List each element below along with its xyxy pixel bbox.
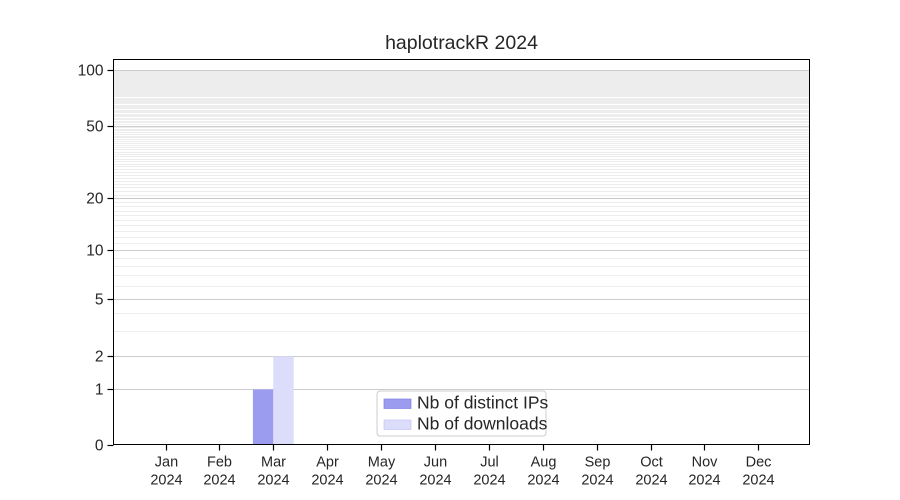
svg-text:haplotrackR 2024: haplotrackR 2024 xyxy=(385,32,538,54)
svg-text:Mar: Mar xyxy=(261,455,286,471)
svg-text:2024: 2024 xyxy=(527,473,559,489)
svg-text:2: 2 xyxy=(95,349,104,366)
svg-text:Nb of distinct IPs: Nb of distinct IPs xyxy=(417,393,549,413)
svg-text:1: 1 xyxy=(95,382,104,399)
svg-text:May: May xyxy=(368,455,396,471)
svg-text:Nov: Nov xyxy=(692,455,719,471)
svg-text:Nb of downloads: Nb of downloads xyxy=(417,414,548,434)
svg-text:2024: 2024 xyxy=(203,473,235,489)
svg-text:2024: 2024 xyxy=(688,473,720,489)
svg-text:2024: 2024 xyxy=(635,473,667,489)
svg-text:Jul: Jul xyxy=(480,455,499,471)
svg-text:Sep: Sep xyxy=(585,455,611,471)
svg-text:Feb: Feb xyxy=(207,455,232,471)
svg-text:2024: 2024 xyxy=(473,473,505,489)
svg-text:Jun: Jun xyxy=(424,455,447,471)
svg-text:0: 0 xyxy=(95,438,104,455)
svg-text:Apr: Apr xyxy=(316,455,339,471)
svg-text:2024: 2024 xyxy=(311,473,343,489)
svg-text:Oct: Oct xyxy=(640,455,663,471)
svg-text:2024: 2024 xyxy=(419,473,451,489)
svg-text:2024: 2024 xyxy=(257,473,289,489)
svg-text:50: 50 xyxy=(86,119,104,136)
svg-text:20: 20 xyxy=(86,191,104,208)
svg-text:2024: 2024 xyxy=(742,473,774,489)
svg-text:10: 10 xyxy=(86,243,104,260)
svg-text:Dec: Dec xyxy=(746,455,772,471)
svg-text:2024: 2024 xyxy=(150,473,182,489)
svg-text:2024: 2024 xyxy=(365,473,397,489)
svg-text:5: 5 xyxy=(95,292,104,309)
svg-text:2024: 2024 xyxy=(581,473,613,489)
svg-text:Jan: Jan xyxy=(155,455,178,471)
svg-text:Aug: Aug xyxy=(531,455,557,471)
svg-text:100: 100 xyxy=(78,63,104,80)
